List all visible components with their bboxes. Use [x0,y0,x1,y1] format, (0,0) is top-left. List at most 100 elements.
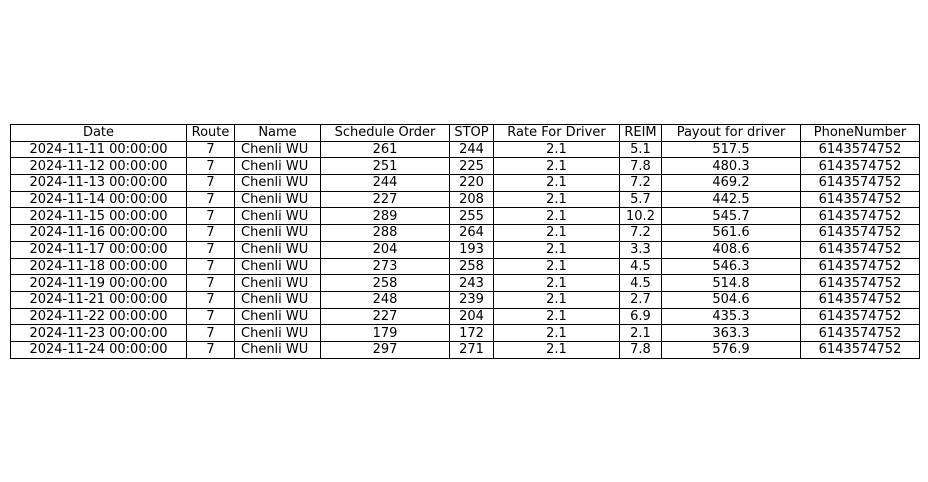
table-row: 2024-11-13 00:00:00 7 Chenli WU 244 220 2.1 7.… [10,174,920,192]
table-cell-route: 7 [186,274,235,292]
table-cell-schedule-order: 227 [320,307,450,326]
table-cell-route: 7 [186,307,235,326]
table-cell-phone-number: 6143574752 [800,240,920,259]
table-row: 2024-11-11 00:00:00 7 Chenli WU 261 244 2.1 5.… [10,140,920,159]
table-cell-rate-for-driver: 2.1 [493,240,620,259]
table-cell-route: 7 [186,224,235,242]
table-cell-name: Chenli WU [234,307,321,326]
table-cell-reim: 7.8 [619,340,662,359]
table-cell-stop: 239 [449,290,494,309]
table-cell-reim: 6.9 [619,307,662,326]
table-cell-route: 7 [186,324,235,342]
table-cell-reim: 4.5 [619,257,662,276]
table-cell-stop: 225 [449,157,494,176]
table-cell-date: 2024-11-18 00:00:00 [10,257,187,276]
table-cell-date: 2024-11-19 00:00:00 [10,274,187,292]
table-cell-schedule-order: 227 [320,190,450,209]
table-row: 2024-11-19 00:00:00 7 Chenli WU 258 243 2.1 4.… [10,274,920,292]
table-cell-date: 2024-11-23 00:00:00 [10,324,187,342]
table-cell-reim: 4.5 [619,274,662,292]
table-cell-phone-number: 6143574752 [800,207,920,226]
table-row: 2024-11-23 00:00:00 7 Chenli WU 179 172 2.1 2.… [10,324,920,342]
table-cell-phone-number: 6143574752 [800,157,920,176]
table-cell-rate-for-driver: 2.1 [493,190,620,209]
table-cell-schedule-order: 289 [320,207,450,226]
table-row: 2024-11-17 00:00:00 7 Chenli WU 204 193 2.1 3.… [10,240,920,259]
table-cell-payout-for-driver: 504.6 [661,290,801,309]
table-cell-route: 7 [186,340,235,359]
table-cell-route: 7 [186,157,235,176]
column-header-reim: REIM [619,124,662,142]
table-cell-phone-number: 6143574752 [800,257,920,276]
column-header-stop: STOP [449,124,494,142]
table-cell-name: Chenli WU [234,290,321,309]
data-table: Date Route Name Schedule Order STOP Rate For … [10,124,920,359]
table-cell-stop: 193 [449,240,494,259]
table-cell-phone-number: 6143574752 [800,307,920,326]
column-header-schedule-order: Schedule Order [320,124,450,142]
table-header: Date Route Name Schedule Order STOP Rate For … [10,124,920,142]
table-cell-date: 2024-11-21 00:00:00 [10,290,187,309]
table-cell-name: Chenli WU [234,257,321,276]
table-cell-rate-for-driver: 2.1 [493,274,620,292]
table-cell-payout-for-driver: 363.3 [661,324,801,342]
table-cell-phone-number: 6143574752 [800,340,920,359]
table-cell-phone-number: 6143574752 [800,174,920,192]
table-row: 2024-11-18 00:00:00 7 Chenli WU 273 258 2.1 4.… [10,257,920,276]
table-cell-payout-for-driver: 442.5 [661,190,801,209]
table-cell-reim: 5.7 [619,190,662,209]
column-header-rate-for-driver: Rate For Driver [493,124,620,142]
table-cell-date: 2024-11-14 00:00:00 [10,190,187,209]
table-cell-payout-for-driver: 480.3 [661,157,801,176]
column-header-date: Date [10,124,187,142]
table-cell-reim: 10.2 [619,207,662,226]
table-cell-date: 2024-11-22 00:00:00 [10,307,187,326]
table-cell-phone-number: 6143574752 [800,290,920,309]
table-cell-stop: 220 [449,174,494,192]
table-cell-reim: 2.1 [619,324,662,342]
table-row: 2024-11-15 00:00:00 7 Chenli WU 289 255 2.1 10… [10,207,920,226]
table-cell-schedule-order: 248 [320,290,450,309]
table-cell-route: 7 [186,207,235,226]
table-cell-rate-for-driver: 2.1 [493,157,620,176]
table-cell-rate-for-driver: 2.1 [493,174,620,192]
table-row: 2024-11-14 00:00:00 7 Chenli WU 227 208 2.1 5.… [10,190,920,209]
table-cell-payout-for-driver: 546.3 [661,257,801,276]
table-cell-payout-for-driver: 514.8 [661,274,801,292]
table-cell-name: Chenli WU [234,240,321,259]
table-cell-phone-number: 6143574752 [800,190,920,209]
table-cell-date: 2024-11-17 00:00:00 [10,240,187,259]
table-cell-date: 2024-11-24 00:00:00 [10,340,187,359]
column-header-phone-number: PhoneNumber [800,124,920,142]
table-cell-phone-number: 6143574752 [800,274,920,292]
table-cell-schedule-order: 261 [320,140,450,159]
table-cell-rate-for-driver: 2.1 [493,324,620,342]
table-cell-reim: 7.2 [619,174,662,192]
table-cell-date: 2024-11-16 00:00:00 [10,224,187,242]
table-cell-date: 2024-11-12 00:00:00 [10,157,187,176]
table-cell-reim: 7.8 [619,157,662,176]
table-cell-payout-for-driver: 435.3 [661,307,801,326]
table-cell-stop: 244 [449,140,494,159]
table-row: 2024-11-24 00:00:00 7 Chenli WU 297 271 2.1 7.… [10,340,920,359]
table-cell-name: Chenli WU [234,157,321,176]
table-cell-name: Chenli WU [234,140,321,159]
table-cell-rate-for-driver: 2.1 [493,290,620,309]
table-cell-stop: 271 [449,340,494,359]
table-cell-payout-for-driver: 545.7 [661,207,801,226]
table-cell-route: 7 [186,290,235,309]
table-cell-payout-for-driver: 517.5 [661,140,801,159]
table-cell-name: Chenli WU [234,340,321,359]
table-cell-name: Chenli WU [234,207,321,226]
header-row: Date Route Name Schedule Order STOP Rate For … [10,124,920,142]
table-cell-schedule-order: 204 [320,240,450,259]
table-row: 2024-11-12 00:00:00 7 Chenli WU 251 225 2.1 7.… [10,157,920,176]
table-cell-rate-for-driver: 2.1 [493,224,620,242]
table-row: 2024-11-21 00:00:00 7 Chenli WU 248 239 2.1 2.… [10,290,920,309]
column-header-payout-for-driver: Payout for driver [661,124,801,142]
table-cell-schedule-order: 244 [320,174,450,192]
table-cell-date: 2024-11-13 00:00:00 [10,174,187,192]
table-cell-date: 2024-11-11 00:00:00 [10,140,187,159]
table-cell-stop: 204 [449,307,494,326]
table-cell-rate-for-driver: 2.1 [493,340,620,359]
